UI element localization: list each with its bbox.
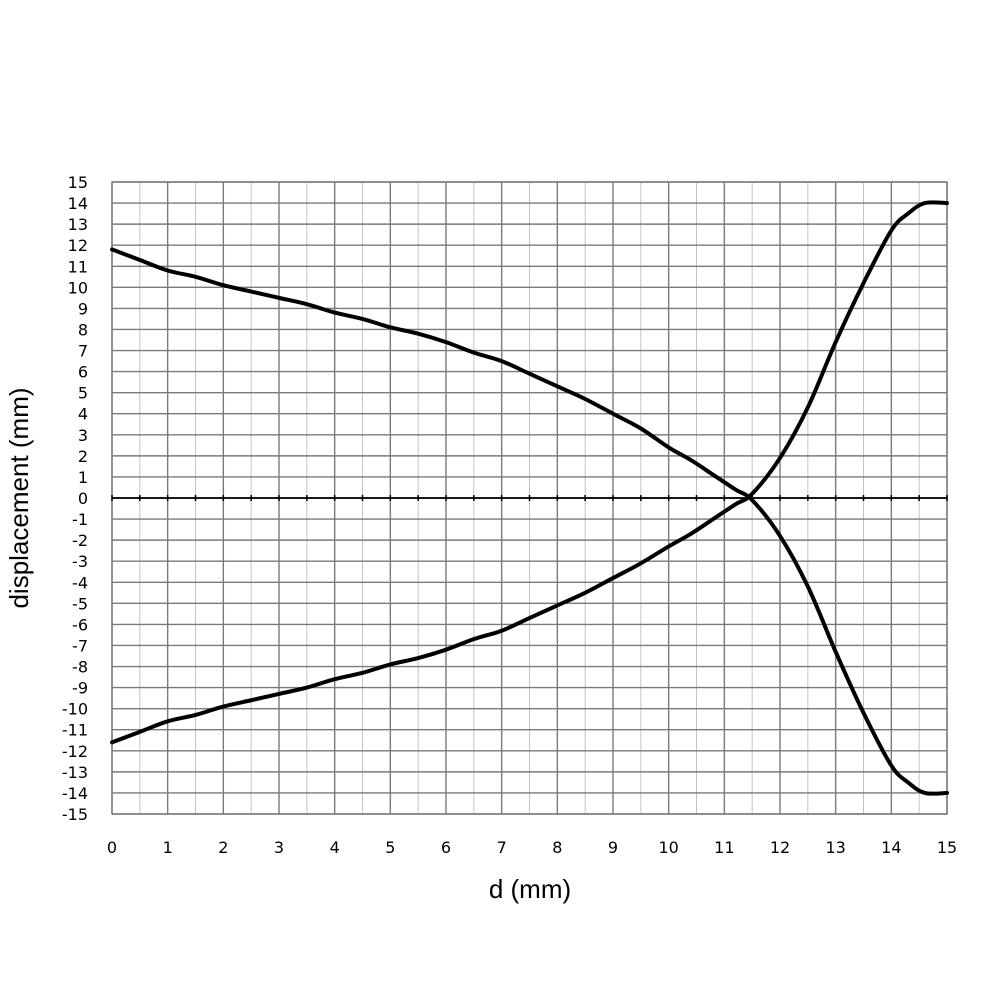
x-tick-labels: 0 1 2 3 4 5 6 7 8 9 10 11 12 13 14 15 xyxy=(107,838,957,857)
x-tick-label: 0 xyxy=(107,838,117,857)
y-tick-label: 2 xyxy=(78,447,88,466)
y-axis-title: displacement (mm) xyxy=(4,387,34,608)
x-tick-label: 2 xyxy=(218,838,228,857)
series-line-upper-start xyxy=(110,247,949,796)
x-tick-label: 1 xyxy=(163,838,173,857)
x-tick-label: 11 xyxy=(714,838,734,857)
y-tick-label: -3 xyxy=(72,552,88,571)
x-tick-label: 12 xyxy=(770,838,790,857)
x-tick-label: 8 xyxy=(552,838,562,857)
y-tick-label: 11 xyxy=(68,257,88,276)
x-tick-label: 5 xyxy=(385,838,395,857)
x-tick-label: 3 xyxy=(274,838,284,857)
y-tick-label: 5 xyxy=(78,384,88,403)
y-tick-label: -8 xyxy=(72,658,88,677)
y-tick-label: 10 xyxy=(68,278,88,297)
y-tick-label: -10 xyxy=(62,700,88,719)
y-tick-label: -12 xyxy=(62,742,88,761)
y-tick-label: -5 xyxy=(72,594,88,613)
y-tick-label: 13 xyxy=(68,215,88,234)
y-tick-labels: 1514131211109876543210-1-2-3-4-5-6-7-8-9… xyxy=(62,173,88,824)
y-tick-label: -1 xyxy=(72,510,88,529)
y-tick-label: 3 xyxy=(78,426,88,445)
x-tick-label: 10 xyxy=(658,838,678,857)
series-line-lower-start xyxy=(110,200,949,745)
x-tick-label: 13 xyxy=(825,838,845,857)
y-tick-label: 4 xyxy=(78,405,88,424)
y-tick-label: -11 xyxy=(62,721,88,740)
y-tick-label: 9 xyxy=(78,299,88,318)
y-tick-label: -15 xyxy=(62,805,88,824)
y-tick-label: 14 xyxy=(68,194,88,213)
y-tick-label: -7 xyxy=(72,636,88,655)
x-axis-title: d (mm) xyxy=(489,874,571,904)
y-tick-label: -9 xyxy=(72,679,88,698)
x-tick-label: 15 xyxy=(937,838,957,857)
y-tick-label: -14 xyxy=(62,784,88,803)
y-tick-label: 8 xyxy=(78,320,88,339)
x-tick-label: 4 xyxy=(330,838,340,857)
x-tick-label: 6 xyxy=(441,838,451,857)
y-tick-label: 0 xyxy=(78,489,88,508)
y-tick-label: 6 xyxy=(78,363,88,382)
y-tick-label: 1 xyxy=(78,468,88,487)
y-tick-label: -4 xyxy=(72,573,88,592)
series-group xyxy=(110,200,949,796)
x-tick-label: 14 xyxy=(881,838,901,857)
x-tick-label: 7 xyxy=(497,838,507,857)
y-tick-label: 15 xyxy=(68,173,88,192)
y-tick-label: -2 xyxy=(72,531,88,550)
x-tick-label: 9 xyxy=(608,838,618,857)
y-tick-label: 12 xyxy=(68,236,88,255)
y-tick-label: 7 xyxy=(78,342,88,361)
y-tick-label: -6 xyxy=(72,615,88,634)
y-tick-label: -13 xyxy=(62,763,88,782)
